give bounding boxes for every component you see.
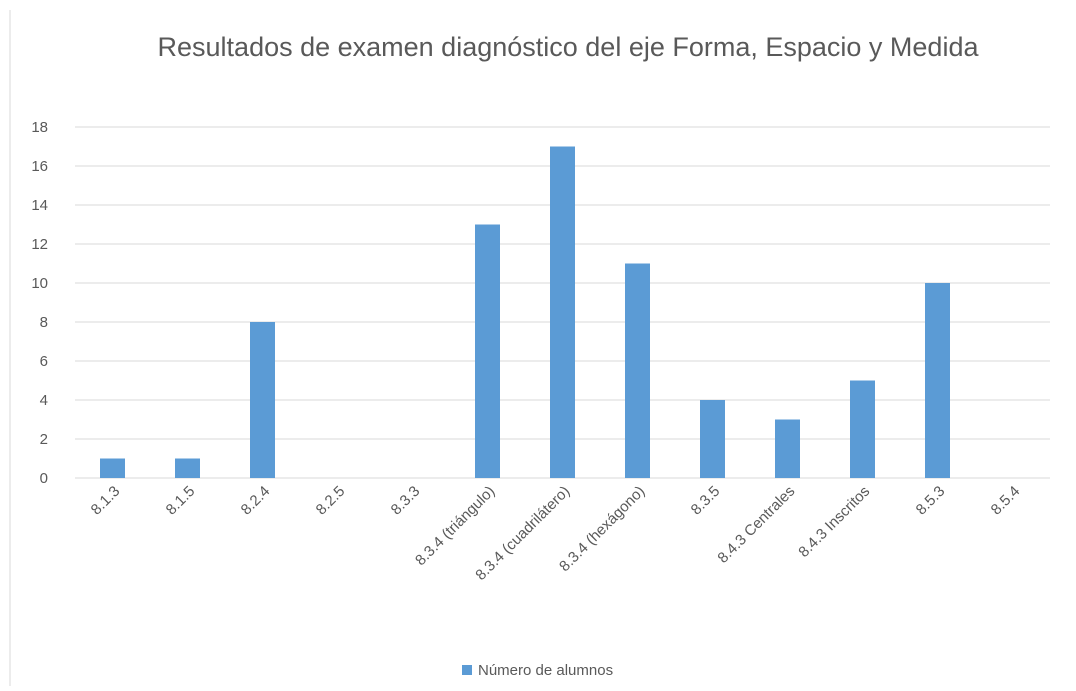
bar [550,146,575,478]
bar [100,458,125,478]
x-tick-label: 8.1.3 [88,483,124,519]
bar [250,322,275,478]
y-tick-label: 16 [31,158,48,175]
y-tick-label: 18 [31,119,48,136]
x-tick-label: 8.2.4 [238,483,274,519]
y-tick-label: 6 [40,353,48,370]
legend-swatch [462,665,472,675]
x-tick-label: 8.3.4 (triángulo) [412,483,498,569]
bar [850,380,875,478]
x-tick-label: 8.3.5 [688,483,724,519]
bar [175,458,200,478]
x-tick-label: 8.4.3 Inscritos [795,483,873,561]
x-tick-label: 8.5.3 [913,483,949,519]
x-tick-label: 8.4.3 Centrales [714,483,798,567]
bar [700,400,725,478]
y-tick-label: 2 [40,431,48,448]
legend-label: Número de alumnos [478,662,613,679]
bar [775,419,800,478]
y-tick-label: 8 [40,314,48,331]
bar [925,283,950,478]
y-tick-label: 0 [40,470,48,487]
y-tick-label: 10 [31,275,48,292]
y-tick-label: 14 [31,197,48,214]
x-tick-label: 8.2.5 [313,483,349,519]
x-tick-label: 8.5.4 [988,483,1024,519]
y-tick-label: 4 [40,392,48,409]
x-tick-label: 8.3.3 [388,483,424,519]
bar [475,224,500,478]
x-tick-label: 8.1.5 [163,483,199,519]
chart-title: Resultados de examen diagnóstico del eje… [157,32,979,62]
y-tick-label: 12 [31,236,48,253]
bar [625,263,650,478]
